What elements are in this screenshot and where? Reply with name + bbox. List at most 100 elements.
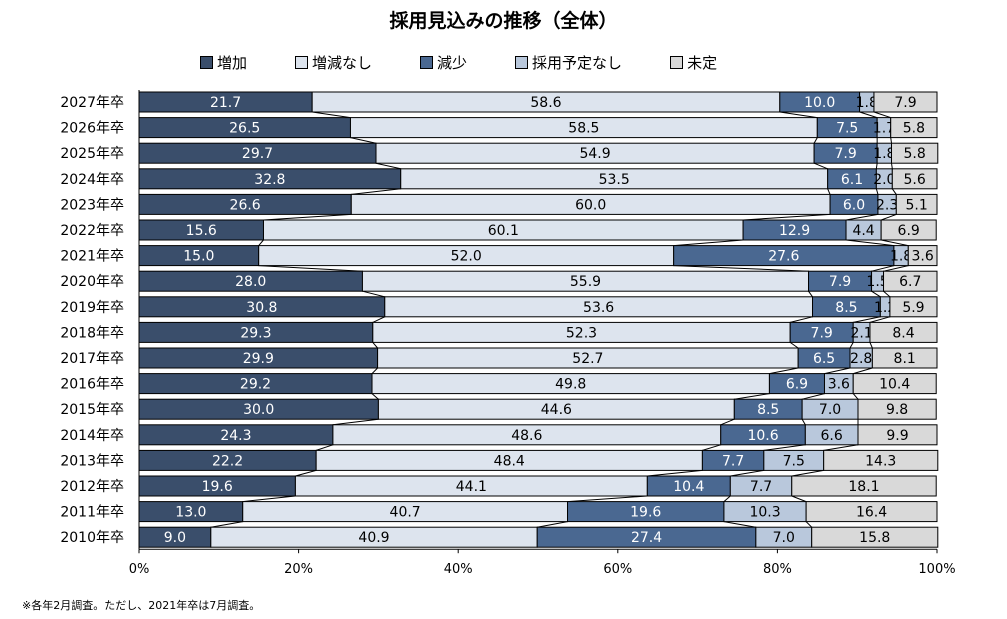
legend-label: 増減なし	[312, 54, 373, 72]
data-label: 29.2	[240, 377, 271, 393]
data-label: 1.7	[873, 121, 895, 137]
series-line	[362, 290, 385, 298]
series-line	[779, 111, 818, 119]
data-label: 19.6	[202, 479, 233, 495]
series-line	[808, 290, 813, 298]
legend-item: 採用予定なし	[515, 52, 622, 73]
bar-segment	[891, 168, 938, 190]
legend-item: 減少	[420, 52, 467, 73]
series-line	[372, 342, 378, 349]
series-line	[723, 521, 756, 528]
series-line	[763, 444, 806, 451]
series-line	[673, 239, 744, 247]
category-label: 2016年卒	[60, 377, 124, 393]
data-label: 58.6	[530, 95, 561, 111]
data-label: 7.0	[819, 402, 841, 418]
legend-item: 増加	[200, 52, 247, 73]
series-line	[371, 367, 378, 374]
data-label: 29.9	[243, 351, 274, 367]
x-tick-label: 60%	[603, 562, 632, 577]
series-line	[853, 316, 881, 323]
series-line	[871, 265, 895, 272]
x-tick-label: 40%	[444, 562, 473, 577]
series-line	[789, 341, 799, 349]
bar-segment	[857, 398, 937, 420]
data-label: 28.0	[235, 274, 266, 290]
data-label: 2.8	[850, 351, 872, 367]
data-label: 53.5	[599, 172, 630, 188]
data-label: 55.9	[570, 274, 601, 290]
series-line	[263, 213, 352, 221]
series-line	[730, 469, 764, 477]
data-label: 10.0	[804, 95, 835, 111]
data-label: 5.6	[904, 172, 926, 188]
series-line	[350, 137, 377, 144]
data-label: 9.8	[886, 402, 908, 418]
series-line	[295, 469, 317, 477]
series-line	[210, 521, 243, 528]
series-line	[852, 393, 859, 400]
series-line	[813, 137, 818, 144]
category-label: 2026年卒	[60, 121, 124, 137]
data-label: 30.0	[243, 402, 274, 418]
x-tick-label: 0%	[129, 562, 150, 577]
series-line	[791, 469, 824, 477]
legend-swatch	[420, 56, 434, 69]
legend-label: 未定	[687, 54, 718, 72]
x-tick-label: 80%	[763, 562, 792, 577]
data-label: 60.1	[488, 223, 519, 239]
chart-title: 採用見込みの推移（全体）	[389, 10, 618, 32]
series-line	[372, 316, 385, 323]
series-line	[845, 213, 879, 221]
data-label: 58.5	[568, 121, 599, 137]
series-line	[883, 290, 891, 298]
series-line	[315, 444, 334, 451]
data-label: 44.6	[541, 402, 572, 418]
series-line	[849, 342, 854, 349]
data-label: 15.8	[859, 530, 890, 546]
data-label: 3.6	[828, 377, 850, 393]
bar-segment	[869, 321, 938, 343]
data-label: 9.9	[886, 428, 908, 444]
data-label: 24.3	[220, 428, 251, 444]
series-line	[813, 162, 828, 170]
data-label: 2.3	[876, 197, 898, 213]
data-label: 5.8	[904, 146, 926, 162]
series-line	[801, 418, 806, 426]
data-label: 44.1	[456, 479, 487, 495]
data-label: 3.6	[912, 249, 934, 265]
data-label: 7.9	[811, 325, 833, 341]
series-line	[371, 393, 379, 400]
series-line	[332, 418, 379, 426]
series-line	[769, 367, 799, 375]
bar-segment	[880, 219, 937, 241]
data-label: 10.6	[747, 428, 778, 444]
data-label: 53.6	[583, 300, 614, 316]
data-label: 30.8	[246, 300, 277, 316]
series-line	[790, 316, 813, 323]
category-label: 2023年卒	[60, 197, 124, 213]
data-label: 15.6	[186, 223, 217, 239]
data-label: 29.3	[240, 325, 271, 341]
data-label: 14.3	[865, 453, 896, 469]
legend-label: 採用予定なし	[532, 54, 623, 72]
data-label: 7.9	[829, 274, 851, 290]
category-label: 2022年卒	[60, 223, 124, 239]
bar-segment	[895, 193, 938, 215]
series-line	[805, 521, 813, 528]
data-label: 1.8	[856, 95, 878, 111]
bar-segment	[852, 373, 937, 395]
bar-segment	[907, 245, 938, 267]
series-line	[873, 111, 891, 119]
data-label: 7.7	[722, 453, 744, 469]
data-label: 27.6	[768, 249, 799, 265]
data-label: 54.9	[579, 146, 610, 162]
category-label: 2010年卒	[60, 530, 124, 546]
data-label: 26.5	[229, 121, 260, 137]
data-label: 7.5	[836, 121, 858, 137]
bar-segment	[873, 91, 938, 113]
data-label: 6.5	[813, 351, 835, 367]
series-line	[734, 393, 770, 400]
data-label: 18.1	[848, 479, 879, 495]
data-label: 9.0	[164, 530, 186, 546]
